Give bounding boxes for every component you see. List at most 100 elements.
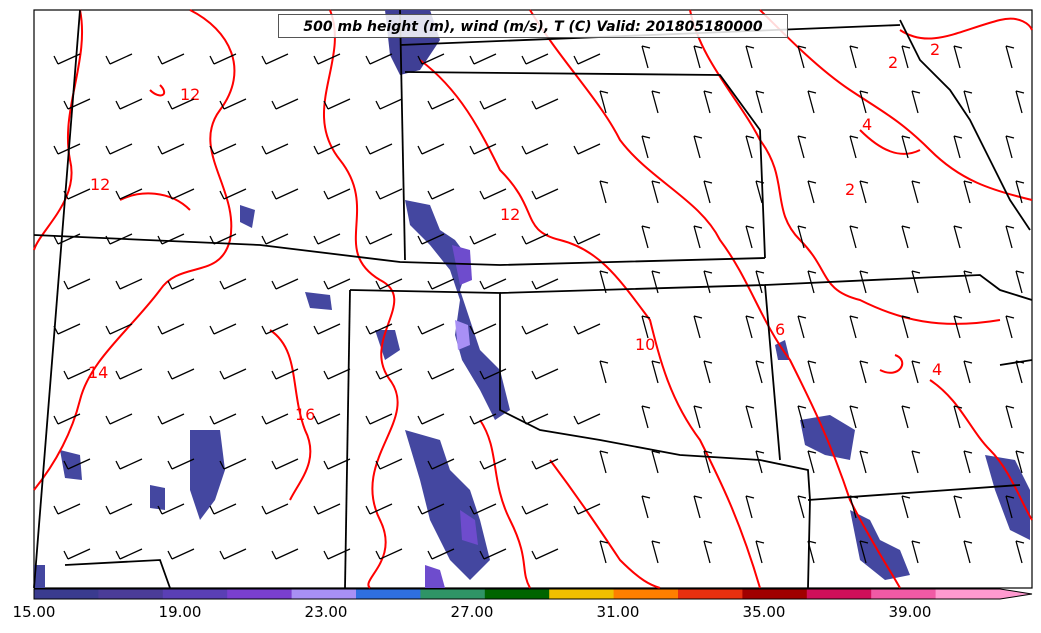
wind-barb — [521, 323, 549, 335]
wind-barb — [261, 323, 289, 335]
wind-barb — [157, 503, 185, 515]
wind-barb — [105, 143, 133, 155]
wind-barb — [641, 225, 651, 249]
wind-barb — [375, 98, 403, 110]
wind-barb — [479, 458, 507, 470]
svg-text:2: 2 — [930, 40, 940, 59]
colorbar-segment — [227, 589, 293, 599]
colorbar-segment — [291, 589, 357, 599]
svg-text:10: 10 — [635, 335, 655, 354]
wind-barb — [313, 323, 341, 335]
wind-barb — [209, 413, 237, 425]
wind-barb — [1005, 225, 1015, 249]
wind-barb — [53, 143, 81, 155]
wind-barb — [219, 278, 247, 290]
wind-barb — [745, 495, 755, 519]
wind-barb — [479, 368, 507, 380]
wind-barb — [105, 323, 133, 335]
wind-barb — [323, 278, 351, 290]
wind-barb — [521, 413, 549, 425]
wind-barb — [859, 90, 869, 114]
wind-barb — [469, 503, 497, 515]
wind-barb — [807, 180, 817, 204]
wind-barb — [417, 323, 445, 335]
wind-barb — [63, 548, 91, 560]
wind-barb — [365, 413, 393, 425]
wind-barb — [599, 180, 609, 204]
wind-barb — [1015, 270, 1025, 294]
wind-barb — [901, 315, 911, 339]
wind-barb — [417, 53, 445, 65]
wind-barb — [755, 360, 765, 384]
wind-barb — [849, 45, 859, 69]
wind-barb — [209, 143, 237, 155]
wind-barb — [693, 135, 703, 159]
wind-barb — [755, 450, 765, 474]
wind-barb — [901, 225, 911, 249]
wind-barb — [115, 458, 143, 470]
wind-barb — [261, 53, 289, 65]
wind-barb — [531, 368, 559, 380]
wind-barb — [1005, 315, 1015, 339]
map-title: 500 mb height (m), wind (m/s), T (C) Val… — [278, 14, 788, 38]
wind-barb — [911, 270, 921, 294]
wind-barb — [797, 45, 807, 69]
wind-barb — [375, 458, 403, 470]
wind-barb — [849, 315, 859, 339]
wind-barb — [573, 413, 601, 425]
wind-barb — [953, 315, 963, 339]
wind-barb — [167, 188, 195, 200]
wind-barb — [953, 135, 963, 159]
wind-barb — [901, 495, 911, 519]
wind-barb — [261, 503, 289, 515]
wind-barb — [849, 135, 859, 159]
colorbar-segment — [678, 589, 743, 599]
wind-barb — [53, 233, 81, 245]
wind-barb — [573, 323, 601, 335]
wind-barb — [651, 360, 661, 384]
wind-barb — [693, 225, 703, 249]
wind-barb — [849, 405, 859, 429]
wind-barb — [63, 458, 91, 470]
wind-barb — [271, 98, 299, 110]
wind-barb — [219, 548, 247, 560]
wind-barb — [479, 188, 507, 200]
wind-barb — [115, 548, 143, 560]
wind-barb — [219, 188, 247, 200]
wind-barb — [323, 188, 351, 200]
svg-text:6: 6 — [775, 320, 785, 339]
wind-barb — [531, 458, 559, 470]
colorbar-segment — [356, 589, 421, 599]
wind-barb — [469, 233, 497, 245]
colorbar-segment — [484, 589, 550, 599]
wind-barb — [323, 458, 351, 470]
wind-barb — [531, 98, 559, 110]
wind-barb — [849, 225, 859, 249]
svg-text:2: 2 — [888, 53, 898, 72]
colorbar-tick-label: 31.00 — [596, 603, 640, 621]
wind-barb — [105, 233, 133, 245]
colorbar-segment — [549, 589, 615, 599]
wind-barb — [901, 135, 911, 159]
wind-barb — [375, 368, 403, 380]
wind-barb — [313, 143, 341, 155]
wind-barb — [797, 135, 807, 159]
wind-barb — [599, 360, 609, 384]
wind-barb — [209, 233, 237, 245]
wind-barb — [641, 45, 651, 69]
wind-barb — [261, 143, 289, 155]
wind-barb — [807, 450, 817, 474]
wind-barb — [807, 90, 817, 114]
colorbar-segment — [34, 589, 99, 599]
wind-barb — [209, 503, 237, 515]
wind-barb — [703, 270, 713, 294]
wind-barb — [313, 53, 341, 65]
wind-barb — [953, 45, 963, 69]
wind-barb — [53, 503, 81, 515]
wind-barb — [859, 360, 869, 384]
wind-barb — [755, 540, 765, 564]
wind-barb — [323, 368, 351, 380]
wind-barb — [313, 503, 341, 515]
wind-barb — [599, 450, 609, 474]
